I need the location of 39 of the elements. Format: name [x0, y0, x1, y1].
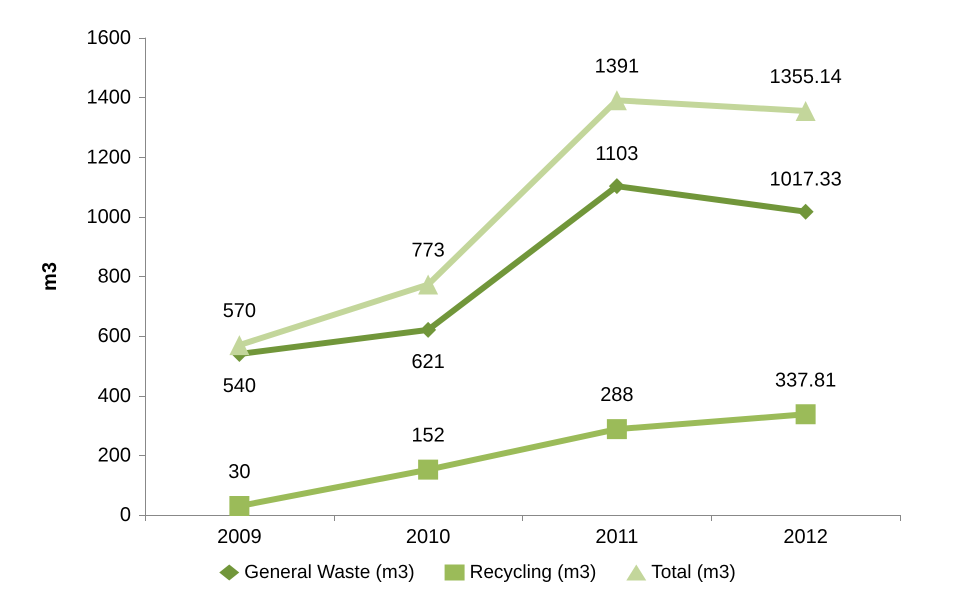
data-label: 30: [228, 461, 250, 484]
point: [229, 496, 250, 516]
y-tick-label: 200: [98, 444, 131, 466]
y-tick-label: 800: [98, 266, 131, 288]
y-axis-title: m3: [39, 262, 61, 291]
point: [606, 419, 627, 440]
y-tick-label: 0: [120, 504, 131, 526]
x-tick-label: 2010: [406, 526, 450, 548]
x-tick-label: 2009: [217, 526, 262, 548]
data-label: 773: [411, 240, 445, 262]
x-tick-label: 2012: [783, 526, 828, 548]
x-tick-label: 2011: [595, 526, 638, 548]
y-tick-label: 600: [98, 325, 131, 348]
data-label: 152: [411, 424, 445, 447]
point: [796, 101, 816, 121]
data-label: 570: [222, 300, 256, 322]
data-label: 1391: [594, 55, 640, 78]
point: [798, 204, 814, 220]
data-label: 1355.14: [769, 66, 842, 88]
data-label: 337.81: [775, 369, 836, 392]
y-tick-label: 400: [98, 384, 131, 407]
y-tick-label: 1200: [86, 146, 131, 168]
data-label: 621: [411, 350, 445, 373]
y-tick-label: 1400: [86, 86, 131, 109]
point: [229, 335, 250, 356]
legend-label: Total (m3): [651, 562, 736, 583]
point: [420, 322, 436, 338]
data-label: 540: [222, 375, 256, 398]
legend-label: General Waste (m3): [244, 562, 415, 583]
y-tick-label: 1000: [86, 206, 131, 228]
data-label: 1017.33: [769, 168, 842, 191]
y-tick-label: 1600: [86, 27, 131, 49]
legend-label: Recycling (m3): [470, 562, 596, 583]
data-label: 1103: [595, 143, 638, 166]
point: [418, 460, 438, 480]
data-label: 288: [600, 384, 634, 406]
point: [608, 178, 625, 194]
point: [418, 274, 438, 295]
point: [796, 404, 816, 424]
